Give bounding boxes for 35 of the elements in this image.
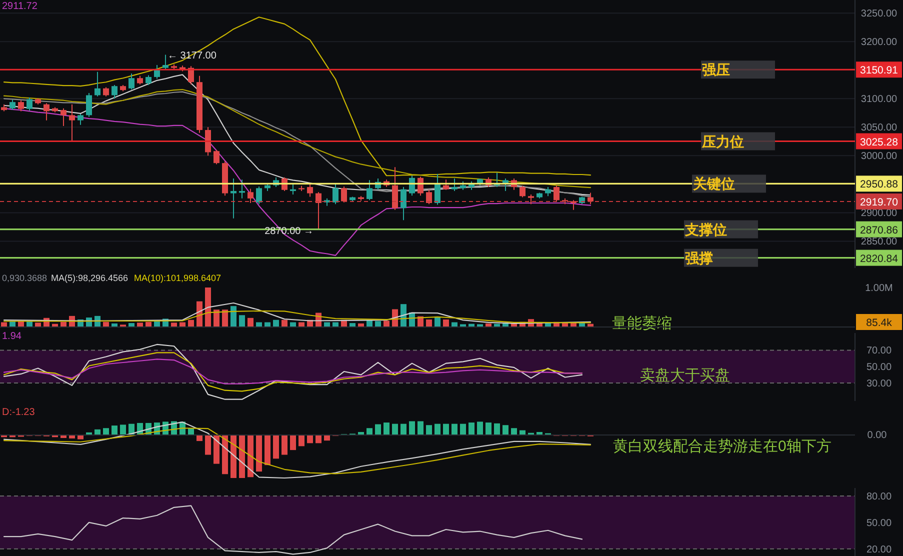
annotation: 强撑 <box>685 250 713 266</box>
text: 1.00M <box>865 283 893 294</box>
text: 0.00 <box>867 430 888 441</box>
y-tick-label: 80.00 <box>866 491 892 502</box>
ref-line-label: 2950.88 <box>860 178 898 191</box>
y-tick-label: 3000.00 <box>860 151 898 162</box>
y-tick-label: 30.00 <box>866 378 892 390</box>
y-tick-label: 70.00 <box>866 346 892 357</box>
y-tick-label: 3200.00 <box>860 37 898 48</box>
y-tick-label: 50.00 <box>866 518 892 529</box>
annotation: 强压 <box>702 62 730 78</box>
text: D:-1.23 <box>2 407 36 418</box>
annotation: 1.94 <box>2 331 22 342</box>
y-tick-label: 20.00 <box>866 544 892 556</box>
text: 黄白双线配合走势游走在0轴下方 <box>613 438 832 455</box>
annotation: 关键位 <box>692 176 735 192</box>
annotation: 压力位 <box>701 133 744 150</box>
annotation: 2911.72 <box>2 1 38 12</box>
ref-line-label: 2919.70 <box>860 196 898 208</box>
ref-line-label: 2820.84 <box>860 252 898 265</box>
y-tick-label: 3250.00 <box>860 8 898 20</box>
text: 卖盘大于买盘 <box>640 367 730 384</box>
text: 0,930.3688 <box>2 273 48 283</box>
annotation: 支撑位 <box>684 221 727 238</box>
y-tick-label: 3050.00 <box>860 122 898 134</box>
text: MA(10):101,998.6407 <box>134 273 222 283</box>
y-tick-label: 2850.00 <box>860 236 898 248</box>
text: 85.4k <box>866 317 893 329</box>
ref-line-label: 3025.28 <box>860 136 898 148</box>
y-tick-label: 50.00 <box>866 362 892 374</box>
text: MA(5):98,296.4566 <box>51 273 128 283</box>
y-tick-label: 3100.00 <box>860 94 898 106</box>
ref-line-label: 2870.86 <box>860 224 898 236</box>
y-tick-label: 2900.00 <box>860 208 898 220</box>
ref-line-label: 3150.91 <box>860 64 898 77</box>
